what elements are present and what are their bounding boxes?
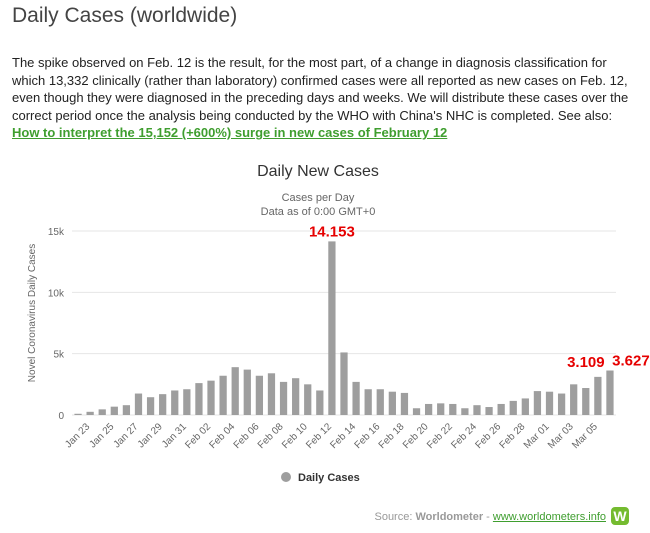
bar[interactable] (424, 403, 433, 415)
x-tick-label: Feb 10 (280, 421, 310, 451)
bar[interactable] (582, 388, 590, 415)
y-tick-label: 10k (48, 288, 65, 299)
bar[interactable] (243, 369, 251, 415)
worldometer-logo: W (611, 507, 629, 525)
bar[interactable] (304, 384, 312, 415)
x-tick-label: Feb 26 (473, 421, 503, 451)
bar[interactable] (388, 391, 396, 415)
data-label: 14.153 (309, 223, 355, 240)
bar[interactable] (231, 367, 239, 415)
bar[interactable] (328, 241, 336, 415)
page-title: Daily Cases (worldwide) (12, 4, 238, 27)
source-separator: - (486, 511, 490, 523)
bar[interactable] (400, 392, 409, 415)
x-tick-label: Feb 14 (328, 421, 358, 451)
daily-new-cases-chart: Daily New Cases Cases per Day Data as of… (0, 155, 650, 495)
bar[interactable] (352, 381, 360, 415)
bar[interactable] (557, 393, 566, 415)
chart-title: Daily New Cases (257, 163, 379, 180)
bar[interactable] (74, 413, 82, 415)
bar[interactable] (255, 375, 264, 415)
y-tick-label: 0 (58, 411, 64, 422)
chart-svg: Daily New Cases Cases per Day Data as of… (27, 163, 650, 484)
intro-paragraph: The spike observed on Feb. 12 is the res… (12, 54, 637, 142)
bar[interactable] (110, 406, 118, 415)
bar[interactable] (171, 390, 179, 415)
legend[interactable]: Daily Cases (281, 472, 360, 484)
x-tick-label: Jan 27 (112, 421, 141, 450)
bar[interactable] (195, 383, 203, 415)
source-label: Source: (374, 511, 413, 523)
x-tick-label: Feb 22 (425, 421, 455, 451)
x-tick-label: Feb 18 (377, 421, 407, 451)
bar[interactable] (412, 408, 421, 415)
bar[interactable] (497, 403, 505, 415)
x-tick-label: Feb 08 (256, 421, 286, 451)
bar[interactable] (376, 389, 384, 415)
surge-article-link[interactable]: How to interpret the 15,152 (+600%) surg… (12, 125, 448, 140)
bar[interactable] (183, 389, 191, 415)
bar[interactable] (86, 411, 94, 415)
source-line: Source: Worldometer - www.worldometers.i… (374, 511, 606, 523)
bar[interactable] (292, 378, 300, 415)
bar[interactable] (509, 400, 517, 415)
legend-marker (281, 472, 291, 482)
bar[interactable] (533, 391, 542, 415)
x-tick-label: Jan 23 (63, 421, 92, 450)
source-link[interactable]: www.worldometers.info (492, 511, 606, 523)
bar[interactable] (122, 405, 131, 415)
bar[interactable] (545, 391, 554, 415)
bar[interactable] (316, 390, 324, 415)
x-tick-label: Mar 05 (570, 421, 600, 451)
x-tick-label: Feb 24 (449, 421, 479, 451)
bar[interactable] (340, 352, 348, 415)
y-tick-label: 15k (48, 227, 65, 238)
x-tick-label: Feb 04 (208, 421, 238, 451)
bar[interactable] (437, 403, 445, 415)
bar[interactable] (449, 403, 457, 415)
see-also-label: See also: (557, 107, 613, 123)
bar[interactable] (594, 376, 602, 415)
chart-subtitle-line1: Cases per Day (282, 192, 355, 204)
source-name: Worldometer (415, 511, 484, 523)
bar[interactable] (279, 381, 288, 415)
bars-layer (74, 241, 614, 415)
bar[interactable] (473, 405, 481, 415)
x-tick-label: Feb 06 (232, 421, 262, 451)
annotations-layer: 14.153 3.109 3.627 (309, 223, 650, 370)
x-tick-label: Mar 03 (546, 421, 576, 451)
bar[interactable] (219, 375, 227, 415)
x-tick-label: Feb 12 (304, 421, 334, 451)
bar[interactable] (485, 407, 493, 415)
bar[interactable] (146, 397, 155, 415)
data-label: 3.109 (567, 354, 605, 371)
bar[interactable] (98, 409, 106, 415)
bar[interactable] (159, 394, 167, 415)
y-tick-label: 5k (53, 350, 65, 361)
intro-text: The spike observed on Feb. 12 is the res… (12, 55, 629, 123)
bar[interactable] (134, 393, 143, 415)
bar[interactable] (207, 380, 215, 415)
legend-label: Daily Cases (298, 472, 360, 484)
bar[interactable] (570, 384, 578, 415)
x-tick-label: Feb 16 (353, 421, 383, 451)
bar[interactable] (364, 389, 372, 415)
x-tick-label: Mar 01 (522, 421, 552, 451)
y-axis-label: Novel Coronavirus Daily Cases (27, 244, 38, 382)
chart-subtitle-line2: Data as of 0:00 GMT+0 (261, 206, 376, 218)
x-tick-label: Jan 25 (87, 421, 116, 450)
x-tick-label: Feb 02 (183, 421, 213, 451)
bar[interactable] (521, 398, 529, 415)
x-tick-label: Jan 29 (136, 421, 165, 450)
data-label: 3.627 (612, 353, 650, 370)
x-tick-label: Feb 20 (401, 421, 431, 451)
bar[interactable] (606, 370, 614, 415)
x-tick-label: Feb 28 (498, 421, 528, 451)
bar[interactable] (267, 373, 276, 415)
bar[interactable] (461, 408, 469, 415)
